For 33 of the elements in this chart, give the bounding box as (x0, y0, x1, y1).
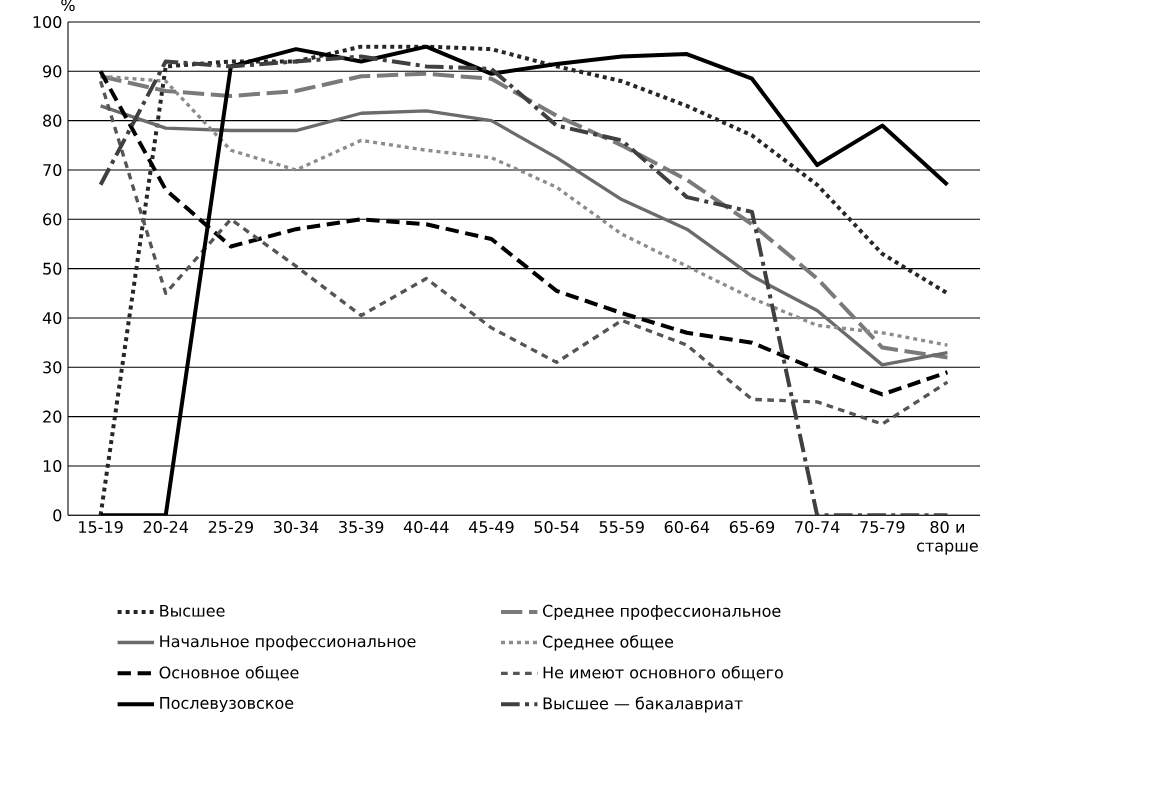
legend-label: Среднее профессиональное (543, 604, 781, 620)
y-tick-label: 30 (43, 361, 62, 374)
x-tick-label: 30-34 (273, 520, 319, 533)
y-tick-label: 90 (43, 65, 62, 78)
y-tick-label: 0 (53, 509, 62, 522)
legend-label: Не имеют основного общего (543, 665, 783, 681)
x-tick-label: 60-64 (664, 520, 710, 533)
legend-label: Начальное профессиональное (160, 635, 416, 651)
x-tick-label: 80 и старше (917, 520, 978, 555)
y-tick-label: 80 (43, 114, 62, 127)
y-tick-label: 100 (33, 15, 62, 28)
x-tick-label: 20-24 (143, 520, 189, 533)
x-tick-label: 15-19 (79, 520, 123, 533)
x-tick-label: 25-29 (208, 520, 253, 533)
legend-label: Среднее общее (543, 634, 674, 651)
x-tick-label: 35-39 (339, 520, 384, 533)
x-tick-label: 40-44 (403, 520, 449, 533)
x-tick-label: 50-54 (534, 520, 579, 533)
y-tick-label: 10 (43, 459, 62, 472)
x-tick-label: 65-69 (729, 520, 775, 533)
y-tick-label: 70 (43, 163, 62, 176)
x-tick-label: 45-49 (468, 520, 514, 533)
y-tick-label: 20 (43, 410, 62, 423)
legend-label: Высшее — бакалавриат (543, 696, 743, 713)
x-tick-label: 70-74 (795, 520, 840, 533)
legend-label: Высшее (160, 604, 225, 617)
legend-label: Послевузовское (160, 696, 294, 712)
x-tick-label: 75-79 (860, 520, 905, 533)
legend-label: Основное общее (159, 665, 299, 681)
y-tick-label: 40 (42, 311, 62, 324)
y-tick-label: 50 (43, 262, 62, 275)
y-tick-label: 60 (43, 213, 62, 226)
x-tick-label: 55-59 (599, 520, 644, 533)
